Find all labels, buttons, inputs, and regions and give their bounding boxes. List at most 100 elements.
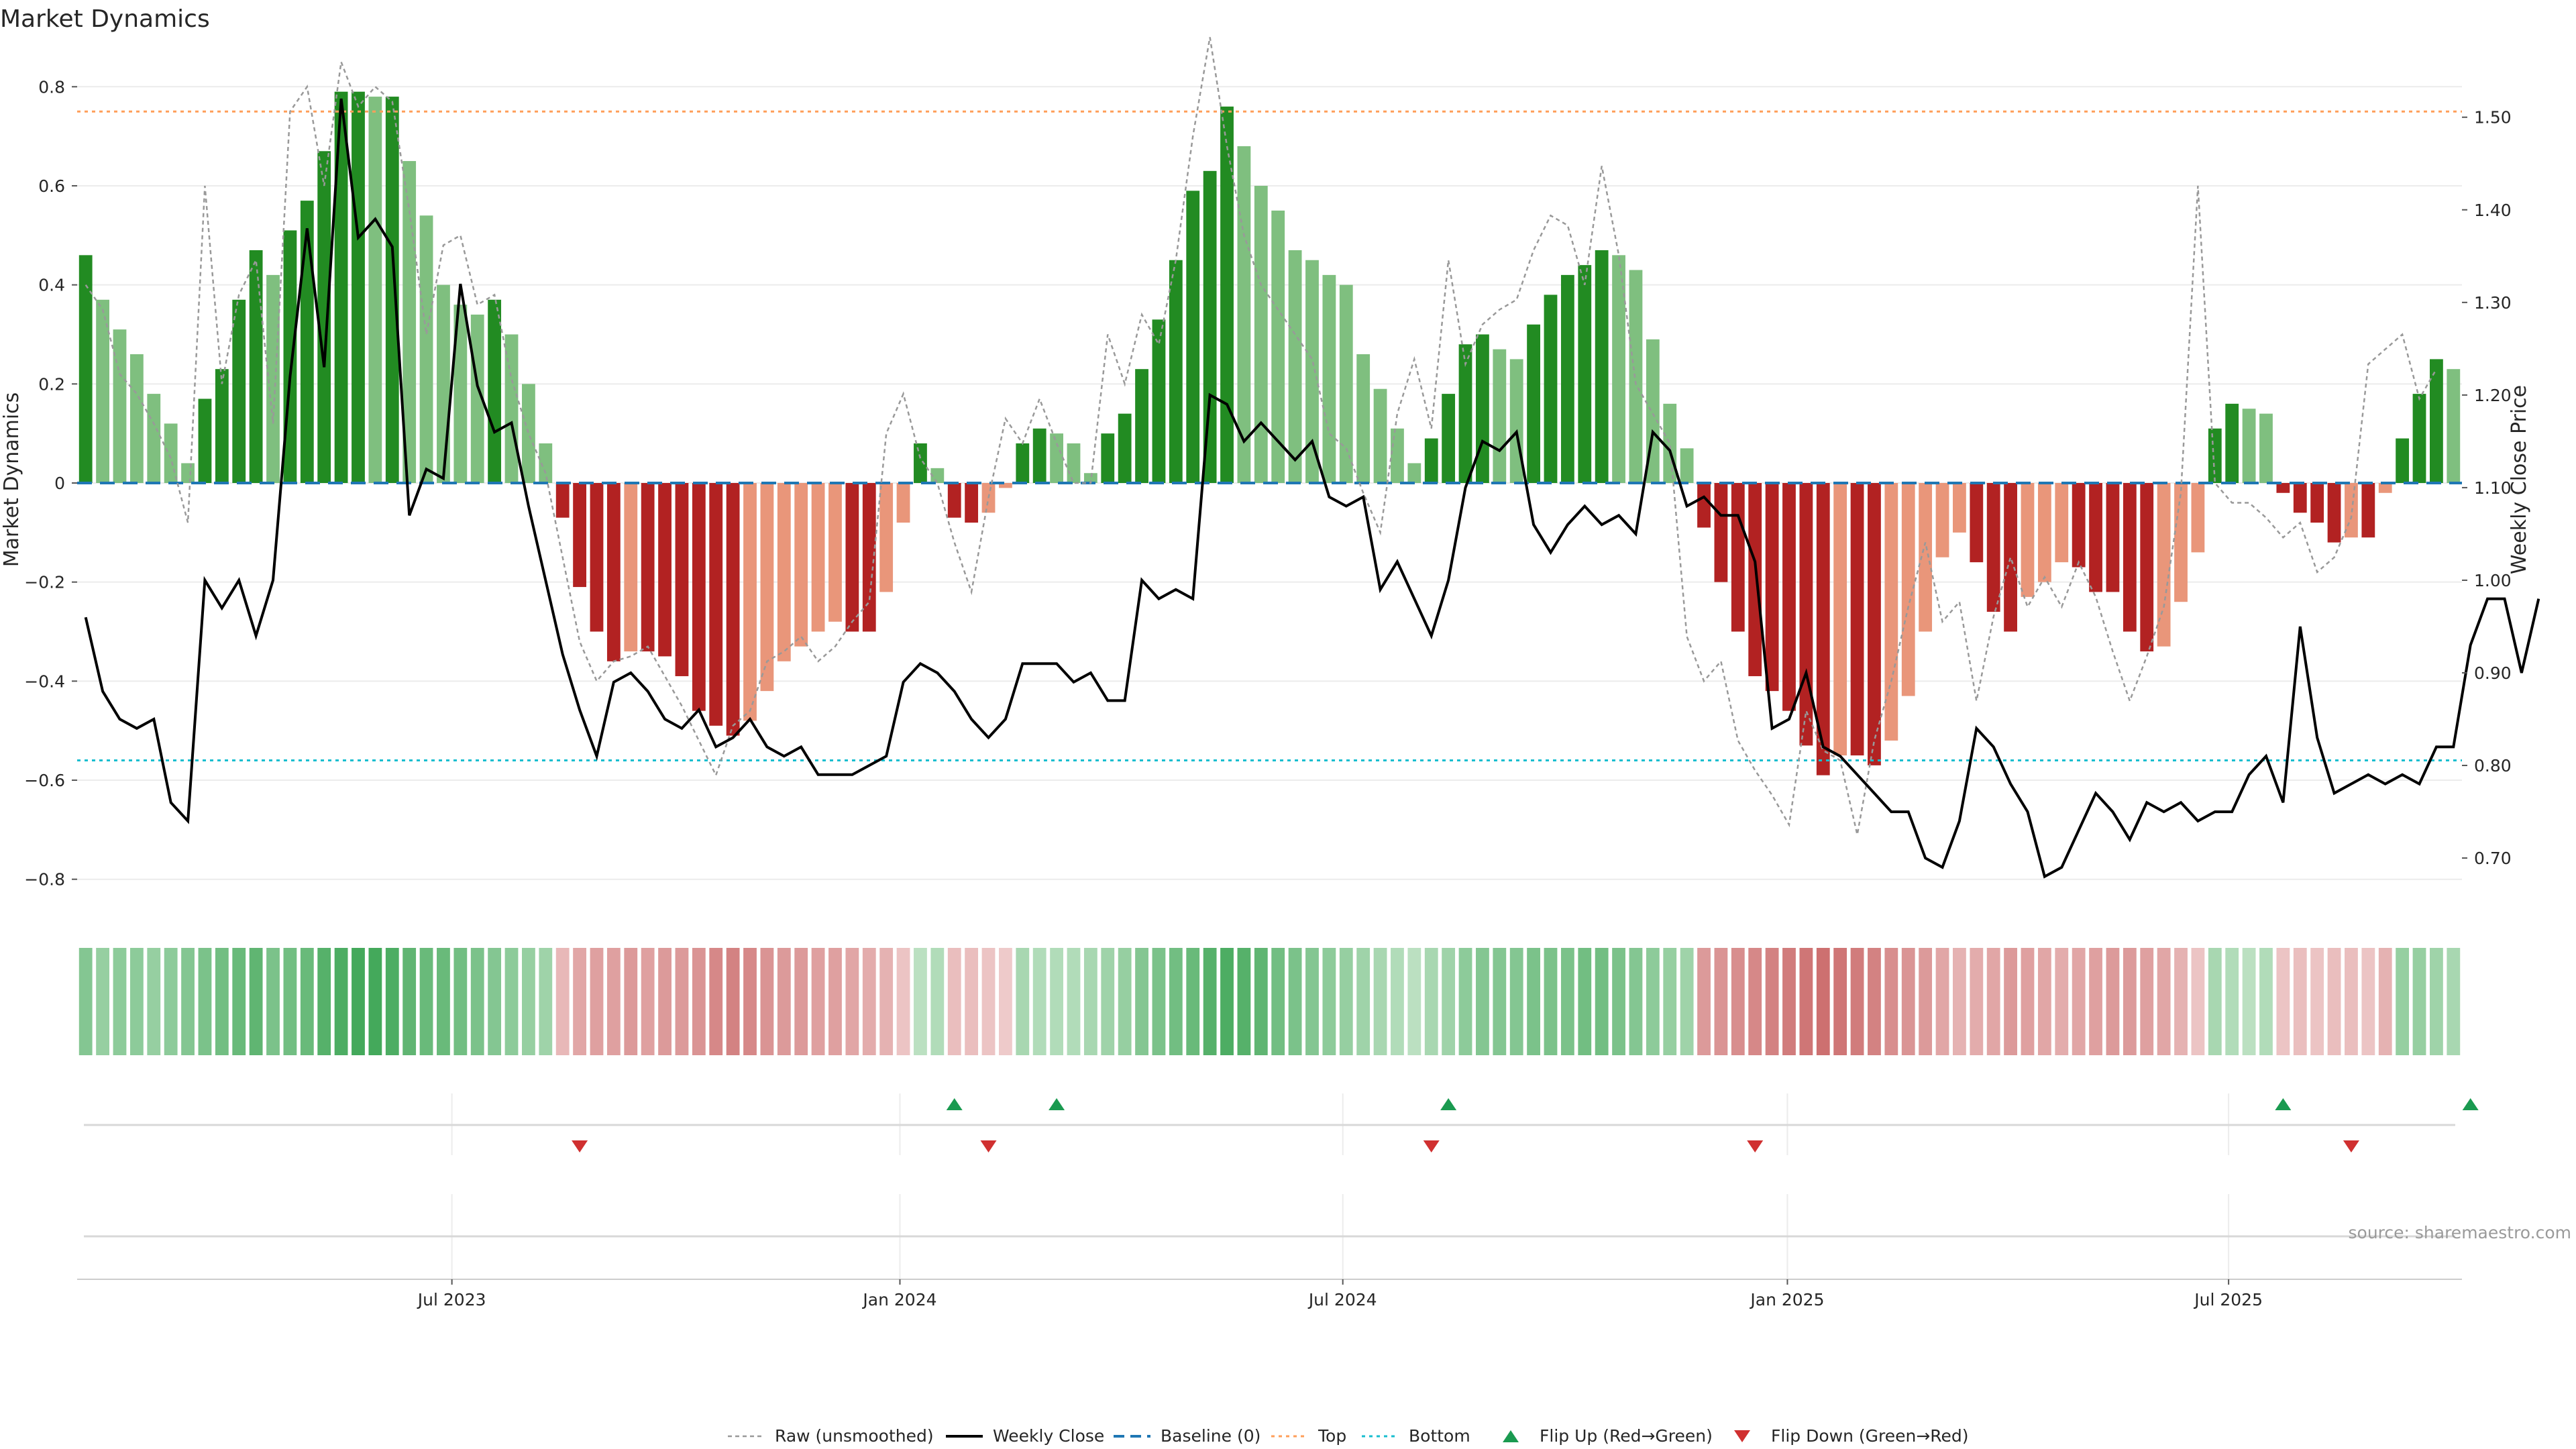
dynamics-bar [1391, 428, 1404, 483]
flip-up-marker [2462, 1098, 2479, 1110]
intensity-cell [2412, 948, 2426, 1055]
intensity-cell [1050, 948, 1063, 1055]
dynamics-bar [965, 483, 979, 523]
intensity-cell [862, 948, 876, 1055]
y-tick-label: 0.8 [38, 77, 65, 97]
intensity-cell [522, 948, 535, 1055]
intensity-cell [504, 948, 519, 1055]
legend: Raw (unsmoothed) Weekly Close Baseline (0)… [728, 1426, 1969, 1446]
y2-tick-label: 1.10 [2474, 478, 2512, 498]
dynamics-bar [470, 314, 484, 483]
legend-flip-down-swatch [1734, 1430, 1750, 1442]
dynamics-bar [845, 483, 859, 632]
intensity-cell [2396, 948, 2410, 1055]
intensity-cell [334, 948, 348, 1055]
dynamics-bar [164, 423, 178, 483]
reference-lines [77, 110, 2462, 761]
legend-label: Top [1318, 1426, 1346, 1446]
intensity-cell [2140, 948, 2154, 1055]
intensity-cell [1578, 948, 1592, 1055]
intensity-cell [1919, 948, 1933, 1055]
intensity-cell [709, 948, 723, 1055]
dynamics-bar [419, 215, 433, 483]
dynamics-bar [1527, 324, 1540, 483]
intensity-cell [78, 948, 93, 1055]
intensity-cell [1373, 948, 1387, 1055]
intensity-cell [2191, 948, 2205, 1055]
dynamics-bar [437, 284, 450, 483]
y2-tick-label: 1.20 [2474, 386, 2512, 405]
dynamics-bar [1203, 170, 1217, 484]
intensity-cell [470, 948, 484, 1055]
dynamics-bar [1373, 388, 1387, 483]
series-lines [84, 37, 2540, 879]
dynamics-bar [726, 483, 740, 736]
dynamics-bar [129, 354, 144, 483]
dynamics-bar [1560, 274, 1574, 483]
flip-down-marker [2343, 1140, 2359, 1152]
x-tick-label: Jul 2023 [417, 1290, 486, 1309]
intensity-cell [283, 948, 297, 1055]
dynamics-bar [2225, 403, 2239, 483]
dynamics-bar [2037, 483, 2051, 582]
intensity-cell [1288, 948, 1302, 1055]
flip-markers-panel [84, 1093, 2479, 1155]
intensity-cell [1237, 948, 1251, 1055]
dynamics-bar [2310, 483, 2324, 523]
y-tick-label: 0.2 [38, 374, 65, 394]
intensity-cell [2106, 948, 2120, 1055]
intensity-cell [1203, 948, 1217, 1055]
intensity-cell [1322, 948, 1336, 1055]
dynamics-bar [215, 369, 229, 483]
dynamics-bar [317, 151, 331, 483]
intensity-cell [266, 948, 280, 1055]
dynamics-bar [1220, 106, 1234, 483]
intensity-cell [1595, 948, 1609, 1055]
intensity-cell [692, 948, 706, 1055]
dynamics-bar [300, 201, 314, 483]
dynamics-bar [402, 161, 417, 483]
intensity-cell [1458, 948, 1472, 1055]
y-tick-label: −0.6 [24, 771, 65, 790]
dynamics-bar [2293, 483, 2307, 513]
intensity-cell [147, 948, 161, 1055]
dynamics-bar [1169, 260, 1183, 483]
intensity-cell [1152, 948, 1166, 1055]
intensity-cell [1714, 948, 1728, 1055]
x-axis: Jul 2023 Jan 2024 Jul 2024 Jan 2025 Jul 2025 [77, 1279, 2462, 1309]
intensity-cell [2037, 948, 2051, 1055]
legend-label: Flip Up (Red→Green) [1540, 1426, 1713, 1446]
dynamics-bar [1118, 413, 1132, 483]
intensity-cell [419, 948, 433, 1055]
dynamics-bar [2106, 483, 2120, 592]
intensity-cell [1935, 948, 1949, 1055]
intensity-cell [811, 948, 825, 1055]
dynamics-bar [760, 483, 774, 692]
dynamics-bar [1458, 344, 1472, 483]
dynamics-bar [147, 394, 161, 483]
intensity-cell [402, 948, 417, 1055]
intensity-cell [1986, 948, 2000, 1055]
dynamics-bar [96, 299, 109, 483]
intensity-cell [2225, 948, 2239, 1055]
dynamics-bar [1697, 483, 1711, 528]
intensity-cell [2021, 948, 2035, 1055]
intensity-cell [2242, 948, 2256, 1055]
dynamics-bar [1237, 146, 1251, 483]
y-tick-label: −0.8 [24, 870, 65, 890]
dynamics-bar [1953, 483, 1966, 533]
x-tick-label: Jul 2025 [2193, 1290, 2263, 1309]
intensity-cell [1442, 948, 1456, 1055]
dynamics-bar [1152, 319, 1166, 483]
source-note: source: sharemaestro.com [2349, 1223, 2572, 1242]
y2-tick-label: 0.70 [2474, 849, 2512, 868]
dynamics-bar [1186, 191, 1200, 483]
intensity-cell [1305, 948, 1319, 1055]
dynamics-bar [113, 329, 127, 483]
dynamics-bar [1135, 369, 1148, 483]
dynamics-bar [2208, 428, 2222, 483]
dynamics-bar [1612, 255, 1625, 483]
intensity-cell [1509, 948, 1523, 1055]
intensity-cell [2174, 948, 2188, 1055]
dynamics-bar [1305, 260, 1319, 483]
